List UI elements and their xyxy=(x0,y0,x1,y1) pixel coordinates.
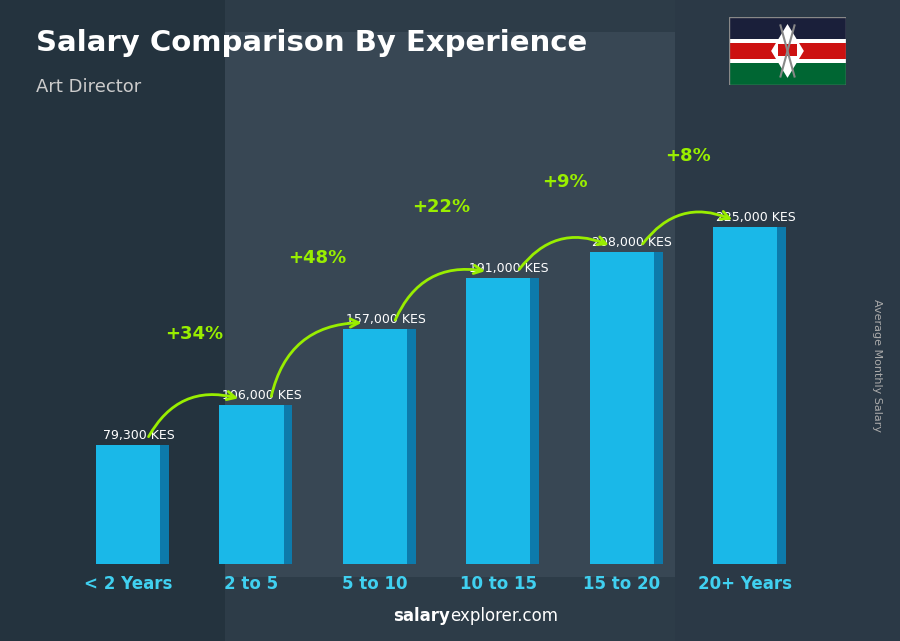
Bar xyxy=(729,39,846,43)
Polygon shape xyxy=(654,252,662,564)
Text: Salary Comparison By Experience: Salary Comparison By Experience xyxy=(36,29,587,57)
Bar xyxy=(220,405,284,564)
Text: 208,000 KES: 208,000 KES xyxy=(592,236,672,249)
Bar xyxy=(0,0,225,641)
Text: 191,000 KES: 191,000 KES xyxy=(469,262,549,274)
Polygon shape xyxy=(160,445,169,564)
Bar xyxy=(713,227,778,564)
Text: +22%: +22% xyxy=(412,198,470,216)
Bar xyxy=(343,329,407,564)
Text: Average Monthly Salary: Average Monthly Salary xyxy=(872,299,883,432)
Polygon shape xyxy=(407,329,416,564)
Text: 79,300 KES: 79,300 KES xyxy=(103,429,175,442)
Bar xyxy=(778,44,796,56)
Text: explorer.com: explorer.com xyxy=(450,607,558,625)
Bar xyxy=(729,63,846,85)
Polygon shape xyxy=(771,24,804,78)
Bar xyxy=(729,60,846,63)
Bar xyxy=(96,445,160,564)
Text: +48%: +48% xyxy=(288,249,346,267)
Text: +8%: +8% xyxy=(665,147,711,165)
Text: Art Director: Art Director xyxy=(36,78,141,96)
Text: 157,000 KES: 157,000 KES xyxy=(346,313,426,326)
Polygon shape xyxy=(778,227,786,564)
Text: 106,000 KES: 106,000 KES xyxy=(222,389,302,402)
Text: 225,000 KES: 225,000 KES xyxy=(716,211,796,224)
Bar xyxy=(590,252,654,564)
Bar xyxy=(729,42,846,60)
Bar xyxy=(675,0,900,641)
Bar xyxy=(729,17,846,40)
Polygon shape xyxy=(530,278,539,564)
Text: +34%: +34% xyxy=(165,326,223,344)
Bar xyxy=(466,278,530,564)
Polygon shape xyxy=(284,405,292,564)
Text: salary: salary xyxy=(393,607,450,625)
Text: +9%: +9% xyxy=(542,172,588,190)
Bar xyxy=(225,32,675,577)
